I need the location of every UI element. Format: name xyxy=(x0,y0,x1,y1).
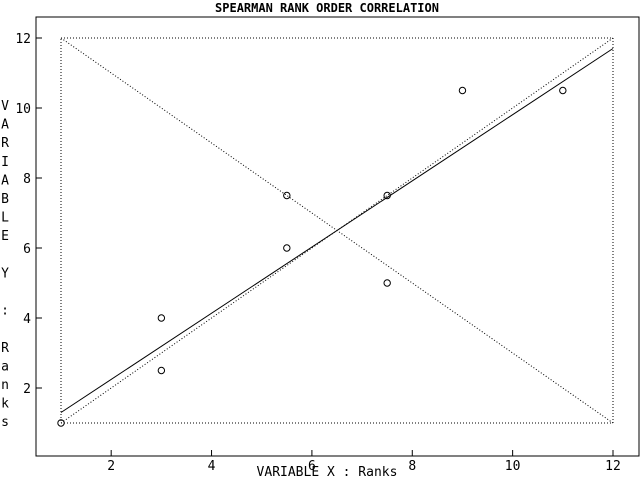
y-tick-label: 8 xyxy=(23,172,31,187)
x-tick-label: 10 xyxy=(505,459,521,474)
x-tick-label: 8 xyxy=(408,459,416,474)
data-point xyxy=(383,279,391,287)
data-point xyxy=(283,244,291,252)
data-point xyxy=(383,191,391,200)
x-tick-label: 4 xyxy=(208,459,216,474)
y-axis-ticks: 2 4 6 8 10 12 xyxy=(15,32,42,397)
y-axis-label-char: s xyxy=(1,415,9,430)
data-point xyxy=(283,191,291,200)
data-point xyxy=(57,419,65,427)
y-tick-label: 4 xyxy=(23,312,31,327)
y-axis-label-char: R xyxy=(1,341,9,356)
plot-frame xyxy=(35,16,640,457)
x-tick-label: 12 xyxy=(605,459,621,474)
data-point xyxy=(559,86,567,95)
y-axis-label-char: : xyxy=(1,304,9,319)
data-point xyxy=(458,86,467,95)
regression-line xyxy=(60,48,614,413)
y-axis-label-char: n xyxy=(1,378,9,393)
y-axis-label-char: V xyxy=(1,99,9,114)
y-tick-label: 10 xyxy=(15,102,31,117)
y-axis-label-char: A xyxy=(1,118,9,133)
y-axis-label-char: L xyxy=(1,211,9,226)
regression-layer xyxy=(60,48,614,413)
data-points xyxy=(57,86,567,427)
x-axis-label: VARIABLE X : Ranks xyxy=(257,465,398,480)
y-axis-label-char: k xyxy=(1,397,9,412)
y-axis-label-char: Y xyxy=(1,266,9,281)
y-axis-label-char: a xyxy=(1,359,9,374)
y-axis-label-char: B xyxy=(1,192,9,207)
chart-title: SPEARMAN RANK ORDER CORRELATION xyxy=(215,1,439,15)
x-axis-ticks: 2 4 6 8 10 12 xyxy=(107,450,621,474)
y-tick-label: 6 xyxy=(23,242,31,257)
y-axis-label-char: R xyxy=(1,136,9,151)
data-point xyxy=(157,366,166,375)
reference-box xyxy=(60,37,614,424)
y-tick-label: 12 xyxy=(15,32,31,47)
data-point xyxy=(157,314,166,322)
x-tick-label: 6 xyxy=(308,459,316,474)
x-tick-label: 2 xyxy=(107,459,115,474)
y-axis-label-char: I xyxy=(1,155,9,170)
y-axis-label-char: A xyxy=(1,173,9,188)
y-axis-label-char: E xyxy=(1,229,9,244)
y-tick-label: 2 xyxy=(23,382,31,397)
